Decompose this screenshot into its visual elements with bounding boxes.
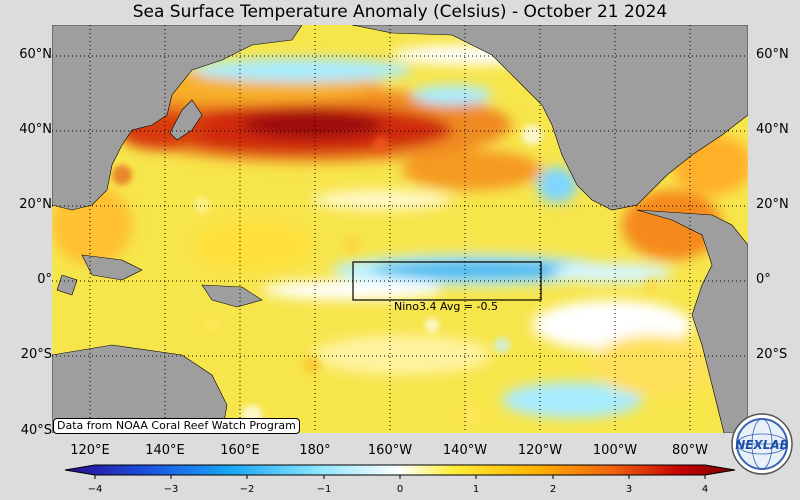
colorbar-tick-label: −4 bbox=[87, 484, 103, 495]
japan-land bbox=[169, 99, 203, 141]
colorbar-tick-label: −3 bbox=[163, 484, 179, 495]
nino34-average-label: Nino3.4 Avg = -0.5 bbox=[394, 300, 499, 313]
lat-label-left: 60°N bbox=[19, 47, 52, 62]
lon-label: 160°W bbox=[367, 443, 413, 458]
logo-text: NEXLAB bbox=[735, 438, 789, 452]
colorbar-tick-label: 0 bbox=[396, 484, 404, 495]
asia-land bbox=[52, 25, 303, 211]
lat-label-left: 20°S bbox=[20, 347, 52, 362]
colorbar-tick-label: 1 bbox=[472, 484, 480, 495]
anomaly-field bbox=[52, 33, 748, 425]
north-america-land bbox=[351, 25, 748, 211]
graticule bbox=[52, 25, 748, 433]
lon-label: 120°W bbox=[517, 443, 563, 458]
lon-label: 160°E bbox=[220, 443, 260, 458]
colorbar-gradient bbox=[64, 464, 736, 476]
colorbar bbox=[64, 464, 736, 479]
colorbar-tick-label: −1 bbox=[316, 484, 332, 495]
colorbar-ticks bbox=[94, 475, 706, 479]
lat-label-right: 60°N bbox=[756, 47, 789, 62]
colorbar-tick-label: 3 bbox=[625, 484, 633, 495]
new-guinea-land bbox=[201, 284, 263, 308]
data-credit-box: Data from NOAA Coral Reef Watch Program bbox=[53, 418, 300, 434]
lat-label-left: 20°N bbox=[19, 197, 52, 212]
colorbar-tick-label: −2 bbox=[239, 484, 255, 495]
lat-label-left: 40°S bbox=[20, 423, 52, 438]
map-title: Sea Surface Temperature Anomaly (Celsius… bbox=[132, 2, 668, 22]
lon-label: 140°E bbox=[145, 443, 185, 458]
lon-label: 100°W bbox=[592, 443, 638, 458]
south-america-land bbox=[636, 209, 748, 433]
colorbar-tick-label: 2 bbox=[549, 484, 557, 495]
colorbar-tick-label: 4 bbox=[701, 484, 709, 495]
lat-label-right: 20°S bbox=[756, 347, 788, 362]
lat-label-left: 40°N bbox=[19, 122, 52, 137]
nexlab-logo: NEXLAB bbox=[731, 413, 793, 475]
lat-label-left: 0° bbox=[37, 272, 52, 287]
lon-label: 140°W bbox=[442, 443, 488, 458]
indonesia-land bbox=[81, 254, 143, 281]
land bbox=[52, 25, 748, 433]
lat-label-right: 0° bbox=[756, 272, 771, 287]
lon-label: 120°E bbox=[70, 443, 110, 458]
lat-label-right: 20°N bbox=[756, 197, 789, 212]
map-canvas bbox=[52, 25, 748, 433]
lon-label: 180° bbox=[299, 443, 331, 458]
nino34-box bbox=[352, 261, 542, 301]
sst-anomaly-map bbox=[52, 25, 748, 433]
lat-label-right: 40°N bbox=[756, 122, 789, 137]
lon-label: 80°W bbox=[672, 443, 708, 458]
australia-land bbox=[52, 344, 228, 433]
